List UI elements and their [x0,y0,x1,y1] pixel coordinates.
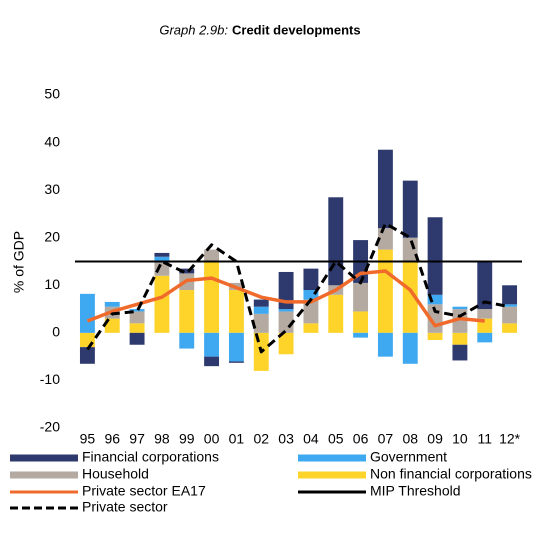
bar-segment [402,261,418,333]
bar-segment [477,261,493,310]
legend-label: Non financial corporations [370,466,532,482]
bar-segment [278,332,294,355]
legend-label: Household [82,466,149,482]
legend-label: Financial corporations [82,449,219,465]
bar-segment [502,304,518,307]
bar-segment [377,332,393,357]
bar-segment [179,268,195,274]
x-tick-label: 99 [179,431,195,447]
line-series [86,221,510,354]
bar-segment [129,309,145,312]
x-tick-label: 07 [378,431,394,447]
bar-segment [129,323,145,333]
bar-segment [204,261,220,333]
bar-segment [427,332,443,340]
bar-segment [179,332,195,349]
y-tick-label: 20 [44,228,60,244]
bar-segment [427,217,443,295]
bar-segment [104,318,120,333]
legend-label: Private sector [82,499,168,515]
bar-segment [154,275,170,333]
bar-segment [79,332,95,348]
y-tick-label: 30 [44,181,60,197]
bar-segment [377,228,393,250]
y-tick-label: -20 [40,419,60,435]
bar-segment [104,301,120,307]
bar-segment [278,309,294,312]
bar-segment [328,197,344,286]
bar-segment [452,332,468,345]
bar-segment [353,332,369,338]
x-tick-label: 98 [154,431,170,447]
x-tick-label: 02 [253,431,269,447]
bar-segment [502,285,518,305]
legend-label: Government [370,449,447,465]
y-tick-label: 0 [52,324,60,340]
bar-segment [303,290,319,300]
legend-label: Private sector EA17 [82,483,206,499]
bar-segment [402,180,418,238]
x-tick-label: 10 [452,431,468,447]
bar-segment [129,332,145,345]
y-tick-label: 10 [44,276,60,292]
bar-segment [402,332,418,364]
bar-segment [303,268,319,291]
bar-segment [228,361,244,363]
bar-segment [129,311,145,324]
bar-segment [228,332,244,362]
bar-segment [353,282,369,312]
bar-segment [253,313,269,333]
line-series [86,269,485,328]
bar-segment [154,256,170,262]
bar-segment [228,290,244,333]
bar-segment [303,323,319,333]
x-tick-label: 96 [104,431,120,447]
title-prefix: Graph 2.9b: [159,22,228,37]
bar-segment [79,347,95,364]
x-tick-label: 04 [303,431,319,447]
legend-label: MIP Threshold [370,483,461,499]
bar-segment [452,344,468,361]
bar-segment [253,299,269,307]
bar-segment [502,323,518,333]
bar-segment [204,249,220,262]
bar-segment [253,306,269,314]
x-tick-label: 01 [229,431,245,447]
x-tick-label: 08 [402,431,418,447]
bar-segment [204,356,220,367]
x-tick-label: 03 [278,431,294,447]
bar-segment [154,252,170,257]
bar-segment [427,294,443,305]
y-tick-label: 40 [44,133,60,149]
x-tick-label: 12* [499,431,521,447]
bar-segment [328,294,344,333]
y-tick-label: 50 [44,86,60,102]
bar-segment [377,149,393,229]
x-tick-label: 05 [328,431,344,447]
y-axis-label: % of GDP [11,231,27,293]
bar-segment [79,293,95,333]
x-tick-label: 06 [353,431,369,447]
x-tick-label: 97 [129,431,145,447]
x-tick-label: 11 [477,431,492,447]
bar-segment [477,309,493,319]
bar-segment [502,306,518,324]
bar-segment [353,311,369,333]
bar-segment [452,306,468,310]
x-tick-label: 09 [427,431,443,447]
bar-segment [402,237,418,262]
chart-title: Credit developments [232,22,361,37]
x-tick-label: 00 [204,431,220,447]
bar-segment [477,332,493,343]
bar-segment [179,290,195,333]
bar-segment [204,332,220,357]
y-tick-label: -10 [40,371,60,387]
x-tick-label: 95 [80,431,96,447]
